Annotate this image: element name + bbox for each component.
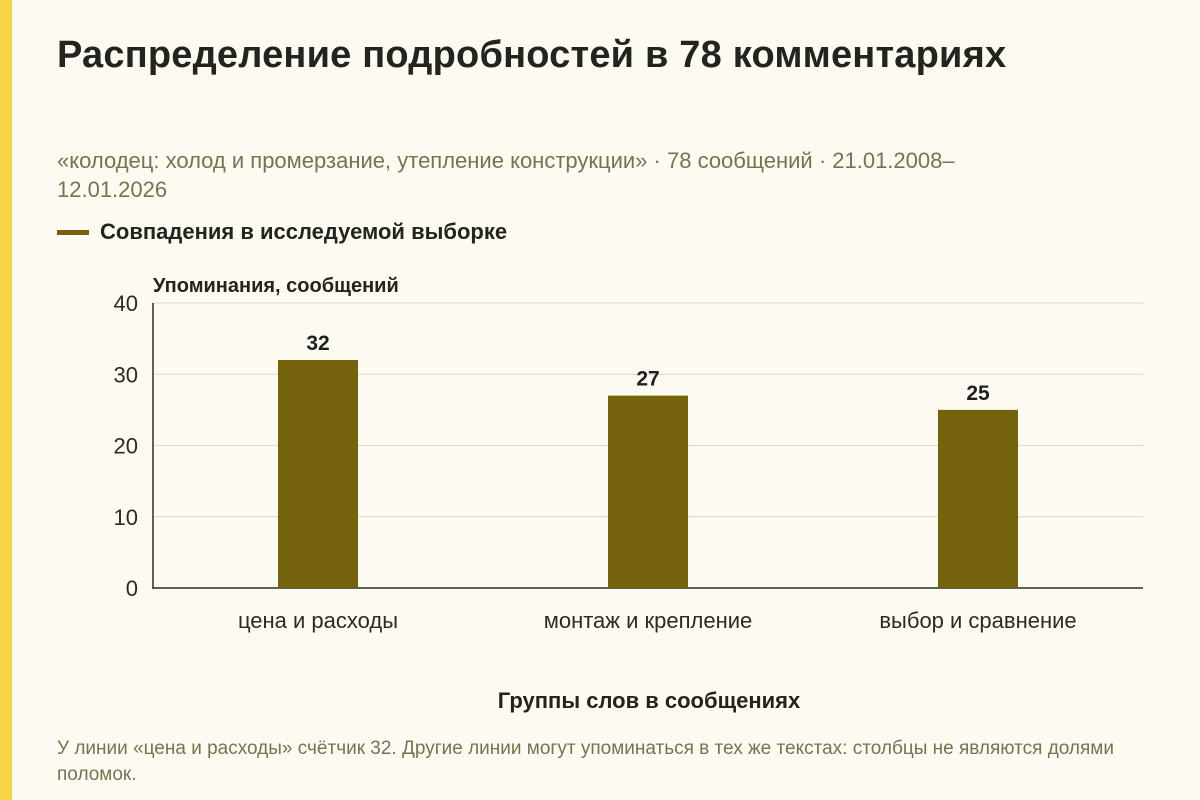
x-tick-label: выбор и сравнение [879, 608, 1076, 633]
x-axis-title: Группы слов в сообщениях [498, 688, 801, 713]
legend-label: Совпадения в исследуемой выборке [100, 219, 508, 244]
x-tick-label: цена и расходы [238, 608, 398, 633]
chart-footnote: У линии «цена и расходы» счётчик 32. Дру… [57, 738, 1114, 785]
legend-swatch [57, 229, 89, 235]
x-tick-label: монтаж и крепление [544, 608, 753, 633]
chart-subtitle: «колодец: холод и промерзание, утепление… [57, 148, 955, 202]
y-tick-label: 30 [114, 362, 138, 387]
bar [608, 395, 688, 588]
bar [278, 360, 358, 588]
chart-legend: Совпадения в исследуемой выборке [57, 219, 507, 245]
y-tick-label: 10 [114, 505, 138, 530]
y-tick-label: 0 [126, 576, 138, 601]
bar-value-label: 27 [636, 368, 659, 391]
bar-value-label: 32 [306, 332, 329, 355]
bar-value-label: 25 [966, 382, 990, 405]
y-tick-label: 40 [114, 291, 138, 316]
bar [938, 409, 1018, 588]
y-axis-title: Упоминания, сообщений [153, 275, 399, 297]
page-title: Распределение подробностей в 78 коммента… [57, 34, 1007, 76]
y-tick-label: 20 [114, 434, 138, 459]
accent-strip [0, 0, 12, 800]
